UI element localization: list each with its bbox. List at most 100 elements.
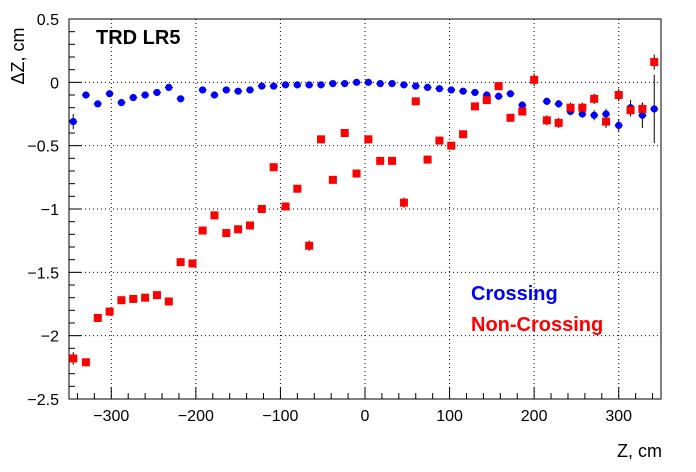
non-crossing-point — [198, 226, 207, 235]
axis-ticks — [69, 18, 654, 400]
crossing-point — [650, 105, 658, 113]
chart-title: TRD LR5 — [96, 27, 180, 49]
non-crossing-point — [554, 118, 563, 127]
non-crossing-point — [269, 163, 278, 172]
crossing-point — [165, 83, 173, 91]
y-axis-label: ΔZ, cm — [8, 27, 28, 84]
crossing-point — [153, 88, 161, 97]
non-crossing-point — [411, 97, 420, 106]
crossing-point — [459, 87, 467, 95]
non-crossing-point — [210, 211, 219, 220]
crossing-point — [412, 82, 420, 90]
crossing-point — [199, 86, 207, 94]
non-crossing-point — [129, 294, 138, 303]
non-crossing-point — [93, 313, 102, 322]
non-crossing-point — [376, 156, 385, 165]
non-crossing-point — [447, 141, 456, 150]
crossing-point — [400, 81, 408, 89]
grid — [69, 18, 661, 400]
non-crossing-point — [614, 91, 623, 99]
non-crossing-point — [141, 293, 150, 302]
crossing-point — [341, 80, 349, 88]
non-crossing-point — [518, 107, 527, 116]
non-crossing-point — [590, 94, 599, 103]
x-tick-label: −200 — [178, 408, 214, 425]
crossing-point — [376, 80, 384, 88]
y-tick-label: 0.5 — [37, 12, 59, 29]
crossing-point — [94, 100, 102, 108]
crossing-point — [388, 80, 396, 88]
non-crossing-point — [626, 106, 635, 115]
non-crossing-point — [69, 354, 78, 363]
crossing-point — [317, 81, 325, 89]
non-crossing-point — [81, 358, 90, 367]
non-crossing-point — [459, 130, 468, 139]
crossing-point — [105, 90, 114, 98]
non-crossing-point — [340, 129, 349, 137]
non-crossing-point — [399, 198, 408, 207]
crossing-point — [69, 118, 77, 126]
crossing-point — [471, 88, 479, 97]
crossing-point — [329, 80, 337, 88]
non-crossing-point — [494, 82, 503, 91]
y-tick-label: −1 — [41, 202, 59, 219]
non-crossing-point — [234, 225, 243, 234]
crossing-point — [234, 87, 242, 95]
non-crossing-point — [364, 135, 373, 144]
x-tick-label: −100 — [262, 408, 298, 425]
non-crossing-point — [317, 135, 326, 144]
non-crossing-point — [293, 184, 302, 193]
non-crossing-point — [602, 117, 611, 126]
non-crossing-series — [69, 54, 659, 367]
legend-non-crossing: Non-Crossing — [471, 314, 603, 336]
crossing-point — [506, 90, 515, 98]
crossing-point — [543, 97, 551, 105]
legend-crossing: Crossing — [471, 283, 558, 305]
non-crossing-point — [305, 241, 314, 250]
crossing-point — [222, 86, 230, 94]
non-crossing-point — [482, 96, 491, 105]
non-crossing-point — [188, 259, 197, 268]
non-crossing-point — [105, 307, 114, 316]
crossing-point — [352, 78, 361, 86]
crossing-point — [447, 86, 455, 94]
x-tick-label: 200 — [521, 408, 548, 425]
crossing-point — [177, 95, 185, 103]
crossing-point — [129, 93, 137, 102]
crossing-point — [435, 85, 444, 93]
x-axis-label: Z, cm — [617, 441, 662, 461]
crossing-point — [590, 111, 598, 119]
non-crossing-point — [578, 103, 587, 112]
crossing-point — [82, 91, 90, 99]
crossing-point — [578, 110, 586, 118]
crossing-point — [117, 99, 126, 107]
crossing-point — [364, 78, 372, 86]
crossing-point — [555, 100, 563, 108]
crossing-point — [141, 91, 149, 99]
non-crossing-point — [470, 102, 479, 111]
non-crossing-point — [388, 156, 397, 165]
non-crossing-point — [328, 175, 337, 184]
y-tick-labels: −2.5 −2 −1.5 −1 −0.5 0 0.5 — [27, 12, 59, 409]
x-tick-label: −300 — [93, 408, 129, 425]
non-crossing-point — [530, 75, 539, 84]
non-crossing-point — [638, 104, 647, 113]
y-tick-label: −2.5 — [27, 392, 59, 409]
crossing-point — [602, 110, 610, 118]
non-crossing-point — [245, 221, 254, 230]
crossing-point — [615, 121, 623, 129]
x-tick-label: 300 — [605, 408, 632, 425]
data-points — [69, 54, 659, 367]
x-tick-label: 0 — [361, 408, 370, 425]
crossing-series — [69, 74, 659, 144]
y-tick-label: 0 — [50, 75, 59, 92]
crossing-point — [210, 91, 219, 99]
non-crossing-point — [435, 136, 444, 145]
non-crossing-point — [423, 155, 432, 164]
crossing-point — [495, 92, 503, 100]
x-tick-label: 100 — [436, 408, 463, 425]
y-tick-label: −0.5 — [27, 139, 59, 156]
non-crossing-point — [542, 116, 551, 125]
non-crossing-point — [352, 169, 361, 178]
